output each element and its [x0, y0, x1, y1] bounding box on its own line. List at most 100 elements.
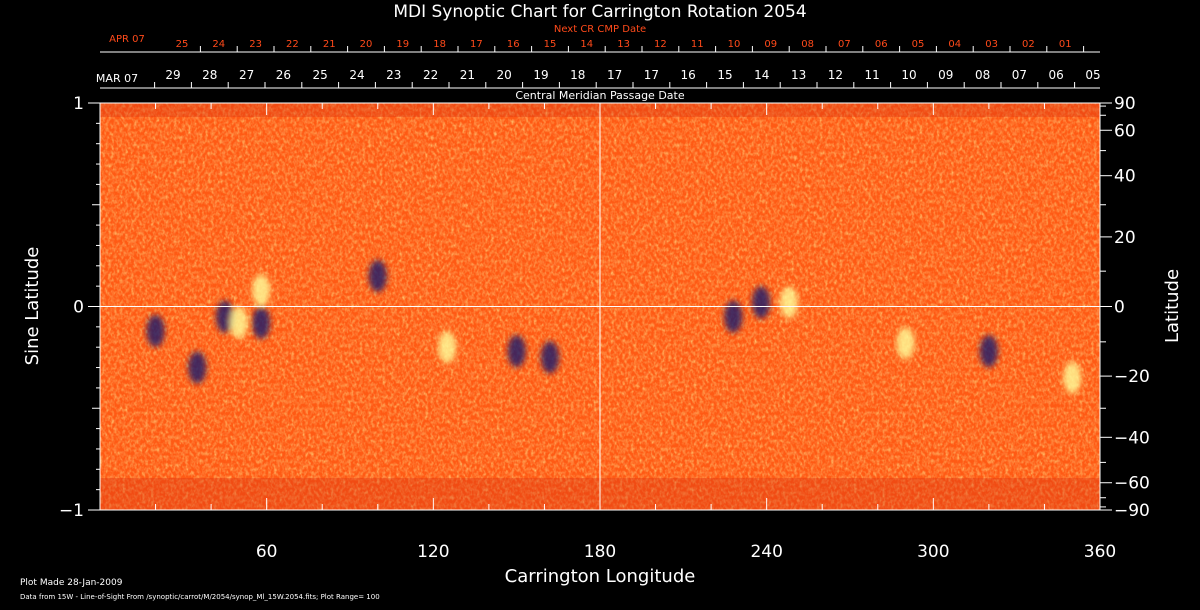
next-cr-date-label: 06 [875, 39, 888, 50]
cmp-date-label: 16 [681, 68, 696, 82]
next-cr-date-label: 09 [764, 39, 777, 50]
next-cr-date-label: 04 [948, 39, 961, 50]
y-tick-label-right: 40 [1114, 167, 1136, 187]
next-cr-date-label: 12 [654, 39, 667, 50]
x-tick-label: 60 [256, 542, 278, 562]
next-cr-date-label: 08 [801, 39, 814, 50]
magnetic-feature-positive [229, 306, 248, 339]
cmp-date-label: 26 [276, 68, 291, 82]
y-tick-label-right: −60 [1114, 474, 1150, 494]
next-cr-date-label: 13 [617, 39, 630, 50]
cmp-date-label: 27 [239, 68, 254, 82]
y-tick-label-right: −90 [1114, 501, 1150, 521]
cmp-date-label: 12 [828, 68, 843, 82]
cmp-date-label: 24 [349, 68, 364, 82]
magnetic-feature-negative [507, 335, 526, 368]
magnetic-feature-negative [979, 335, 998, 368]
x-tick-label: 240 [750, 542, 782, 562]
cmp-date-label: 15 [717, 68, 732, 82]
next-cr-date-label: 14 [580, 39, 593, 50]
magnetic-feature-negative [146, 314, 165, 347]
cmp-date-label: 22 [423, 68, 438, 82]
next-cr-date-label: 05 [912, 39, 925, 50]
y-tick-label-right: 60 [1114, 121, 1136, 141]
next-cr-date-label: 18 [433, 39, 446, 50]
magnetic-feature-positive [896, 327, 915, 360]
x-tick-label: 360 [1084, 542, 1116, 562]
next-cr-month-label: APR 07 [109, 34, 145, 45]
cmp-date-label: 18 [570, 68, 585, 82]
cmp-date-label: 09 [938, 68, 953, 82]
cmp-date-label: 14 [754, 68, 769, 82]
y-tick-label-right: 20 [1114, 228, 1136, 248]
y-axis-right-label: Latitude [1162, 269, 1183, 343]
cmp-date-label: 28 [202, 68, 217, 82]
x-tick-label: 180 [584, 542, 616, 562]
next-cr-date-label: 17 [470, 39, 483, 50]
magnetic-feature-negative [252, 306, 271, 339]
cmp-date-axis: 29 28 27 26 25 24 23 22 21 20 19 18 17 17 16 15 14 13 12 11… [100, 68, 1101, 89]
y-axis-left: 1 0 −1 [59, 94, 100, 521]
cmp-date-label: 17 [607, 68, 622, 82]
cmp-date-label: 08 [975, 68, 990, 82]
next-cr-date-axis: 25 24 23 22 21 20 19 18 17 16 15 14 13 12 11 10 09 08 07 06… [100, 39, 1100, 53]
chart-title: MDI Synoptic Chart for Carrington Rotati… [393, 2, 806, 22]
cmp-date-label: 17 [644, 68, 659, 82]
next-cr-date-label: 03 [985, 39, 998, 50]
cmp-date-label: 10 [901, 68, 916, 82]
plot-made-note: Plot Made 28-Jan-2009 [20, 578, 123, 588]
cmp-date-label: 05 [1085, 68, 1100, 82]
cmp-date-label: 20 [497, 68, 512, 82]
magnetic-feature-negative [368, 259, 387, 292]
magnetic-feature-positive [1063, 361, 1082, 394]
cmp-date-label: 29 [165, 68, 180, 82]
next-cr-date-label: 21 [323, 39, 336, 50]
magnetic-feature-positive [438, 331, 457, 364]
cmp-date-label: 23 [386, 68, 401, 82]
x-tick-label: 120 [417, 542, 449, 562]
y-tick-label-left: −1 [59, 501, 84, 521]
y-tick-label-right: 90 [1114, 94, 1136, 114]
next-cr-date-label: 19 [396, 39, 409, 50]
next-cr-date-label: 07 [838, 39, 851, 50]
next-cr-date-label: 20 [360, 39, 373, 50]
magnetic-feature-negative [724, 300, 743, 333]
next-cr-title: Next CR CMP Date [554, 24, 646, 35]
data-source-note: Data from 15W - Line-of-Sight From /syno… [20, 593, 380, 601]
magnetic-feature-negative [188, 351, 207, 384]
next-cr-date-label: 15 [544, 39, 557, 50]
cmp-date-label: 11 [865, 68, 880, 82]
cmp-date-label: 21 [460, 68, 475, 82]
y-tick-label-right: −20 [1114, 367, 1150, 387]
next-cr-date-label: 22 [286, 39, 299, 50]
next-cr-date-label: 23 [249, 39, 262, 50]
cmp-date-label: 07 [1012, 68, 1027, 82]
y-tick-label-right: −40 [1114, 428, 1150, 448]
next-cr-date-label: 10 [728, 39, 741, 50]
next-cr-date-label: 25 [176, 39, 189, 50]
next-cr-date-label: 01 [1059, 39, 1072, 50]
magnetic-feature-negative [541, 341, 559, 374]
magnetic-feature-negative [216, 300, 234, 333]
x-tick-label: 300 [917, 542, 949, 562]
magnetic-feature-positive [252, 274, 271, 307]
cmp-date-label: 19 [533, 68, 548, 82]
cmp-date-label: 13 [791, 68, 806, 82]
cmp-axis-title: Central Meridian Passage Date [515, 89, 684, 102]
next-cr-date-label: 11 [691, 39, 704, 50]
y-tick-label-left: 0 [73, 298, 84, 318]
magnetic-feature-positive [779, 286, 798, 319]
y-tick-label-left: 1 [73, 94, 84, 114]
y-axis-left-label: Sine Latitude [22, 247, 43, 366]
cmp-date-label: 06 [1049, 68, 1064, 82]
y-tick-label-right: 0 [1114, 298, 1125, 318]
magnetic-feature-negative [752, 286, 771, 319]
y-axis-right: 90 60 40 20 0 −20 −40 −60 −90 [1100, 94, 1150, 521]
x-axis-label: Carrington Longitude [505, 566, 696, 587]
next-cr-date-label: 02 [1022, 39, 1035, 50]
gridlines [100, 103, 1100, 510]
cmp-month-label: MAR 07 [96, 72, 138, 85]
next-cr-date-label: 24 [212, 39, 225, 50]
next-cr-date-label: 16 [507, 39, 520, 50]
